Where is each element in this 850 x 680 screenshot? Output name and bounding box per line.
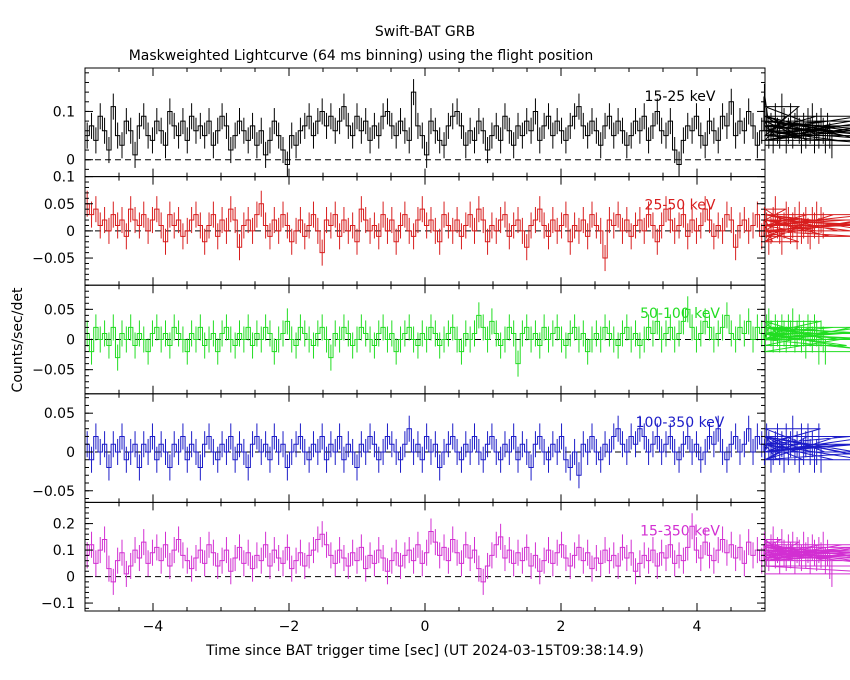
panel-frame [84, 67, 766, 178]
x-tick-label: 0 [421, 619, 430, 635]
chart-title: Swift-BAT GRB [375, 24, 475, 40]
panel-3: −0.05 0 0.05 100-350 keV [32, 393, 850, 503]
band-label: 15-25 keV [645, 89, 716, 105]
y-tick-label: 0 [66, 445, 75, 461]
x-tick-label: 2 [557, 619, 566, 635]
y-tick-label: −0.05 [32, 484, 75, 500]
y-tick-label: 0.1 [53, 104, 75, 120]
band-label: 15-350 keV [640, 523, 720, 539]
x-tick-label: −2 [279, 619, 300, 635]
band-label: 50-100 keV [640, 306, 720, 322]
y-tick-label: 0 [66, 570, 75, 586]
y-tick-label: −0.05 [32, 363, 75, 379]
panel-4: −0.1 0 0.1 0.2 15-350 keV [41, 501, 850, 612]
lightcurve-series [85, 428, 850, 476]
chart-subtitle: Maskweighted Lightcurve (64 ms binning) … [129, 48, 594, 64]
y-tick-label: 0.1 [53, 543, 75, 559]
y-tick-label: 0.2 [53, 517, 75, 533]
lightcurve-series [85, 91, 850, 166]
y-tick-label: −0.1 [41, 596, 75, 612]
panel-0: 0 0.1 15-25 keV [53, 67, 850, 178]
panel-1: −0.05 0 0.05 0.1 25-50 keV [32, 170, 850, 286]
y-tick-label: 0.05 [44, 197, 75, 213]
band-label: 25-50 keV [645, 198, 716, 214]
x-axis-label: Time since BAT trigger time [sec] (UT 20… [205, 643, 644, 659]
y-tick-label: 0 [66, 333, 75, 349]
y-tick-label: 0 [66, 224, 75, 240]
x-tick-label: −4 [143, 619, 164, 635]
y-tick-label: 0.05 [44, 406, 75, 422]
lightcurve-series [85, 308, 850, 365]
x-tick-label: 4 [693, 619, 702, 635]
lightcurve-series [85, 203, 850, 259]
panel-2: −0.05 0 0.05 50-100 keV [32, 284, 850, 395]
y-tick-label: 0.05 [44, 302, 75, 318]
y-tick-label: −0.05 [32, 251, 75, 267]
y-axis-label: Counts/sec/det [10, 287, 26, 392]
y-tick-label: 0 [66, 153, 75, 169]
band-label: 100-350 keV [636, 415, 725, 431]
y-tick-label: 0.1 [53, 170, 75, 186]
